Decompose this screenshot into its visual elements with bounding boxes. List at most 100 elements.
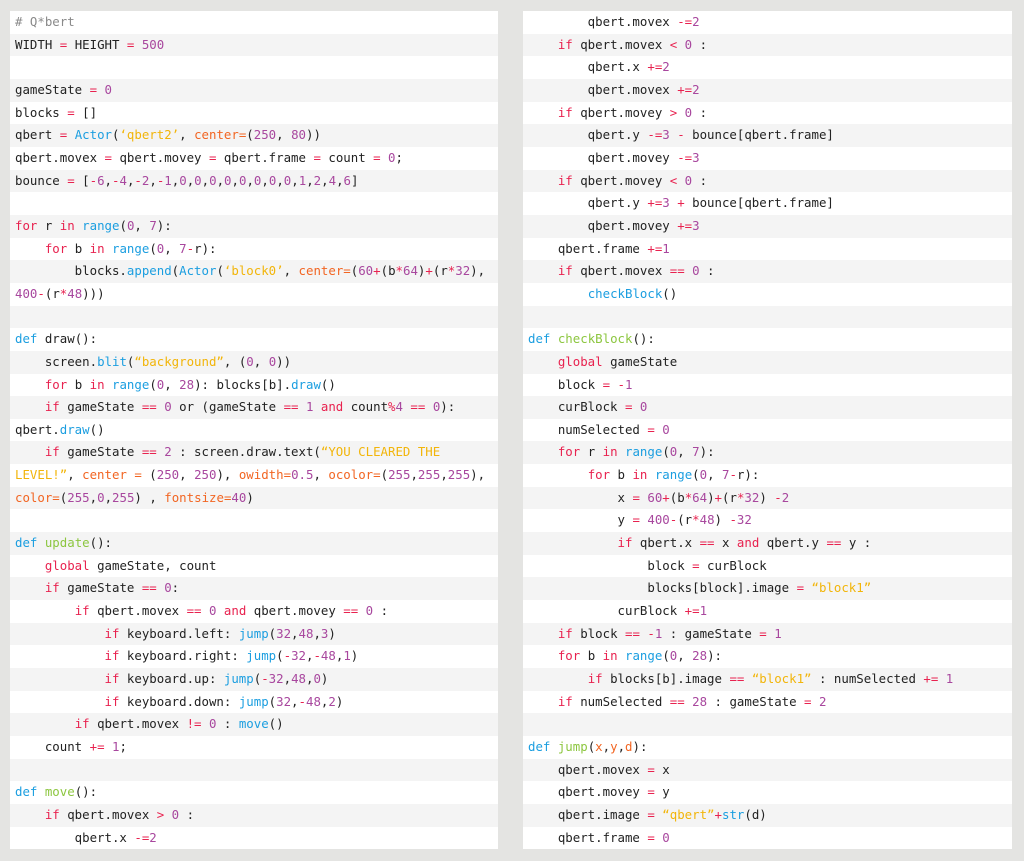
code-text [804, 580, 811, 595]
number-literal: 3 [320, 625, 329, 641]
operator: = [647, 829, 655, 845]
code-text: ( [112, 127, 120, 143]
code-text: (d) [744, 806, 767, 822]
operator: - [729, 467, 737, 483]
number-literal: 32 [268, 671, 284, 687]
number-literal: 400 [639, 512, 670, 528]
number-literal: 4 [328, 172, 337, 188]
keyword: if [557, 104, 573, 120]
number-literal: 3 [692, 149, 700, 165]
code-line: qbert.y +=3 + bounce[qbert.frame] [523, 192, 1012, 215]
code-line: x = 60+(b*64)+(r*32) -2 [523, 486, 1012, 510]
code-text: , [336, 172, 344, 188]
code-text: r): [194, 240, 217, 256]
code-text: : [699, 263, 715, 279]
code-line: for b in range(0, 28): [523, 645, 1012, 669]
code-line: if qbert.movey < 0 : [523, 169, 1012, 193]
code-text: or (gameState [171, 399, 284, 415]
code-line: if qbert.movex < 0 : [523, 33, 1012, 57]
code-text: keyboard.right: [119, 648, 247, 664]
number-literal: 7 [692, 444, 700, 460]
number-literal: 80 [291, 127, 306, 143]
code-line: if qbert.movex > 0 : [10, 803, 498, 827]
operator: - [261, 671, 269, 687]
code-text [528, 467, 588, 482]
function-name: jump [223, 671, 254, 687]
code-text [528, 105, 558, 120]
code-text: ( [268, 693, 277, 709]
code-text: ) [417, 263, 426, 279]
function-name: range [104, 376, 150, 392]
number-literal: 48 [291, 671, 306, 687]
number-literal: 0 [654, 829, 670, 845]
code-text: , [246, 172, 254, 188]
code-line: blocks.append(Actor(‘block0’, center=(60… [10, 260, 498, 283]
code-text: , [134, 217, 150, 233]
code-line: def move(): [10, 781, 498, 804]
operator: - [283, 648, 292, 664]
code-text: , [291, 625, 299, 641]
code-text [528, 444, 558, 459]
operator: > [669, 104, 678, 120]
code-text: , [216, 172, 225, 188]
code-line: gameState = 0 [10, 78, 498, 102]
operator: == [141, 444, 157, 460]
function-name: jump [246, 648, 277, 664]
number-literal: 4 [395, 399, 403, 415]
code-text [15, 807, 45, 822]
code-text: ( [149, 376, 157, 392]
code-text: , [261, 172, 269, 188]
code-text: x [654, 761, 670, 777]
operator: = [647, 806, 655, 822]
code-text: bounce[qbert.frame] [684, 127, 834, 143]
code-text: qbert.movey [528, 784, 648, 800]
code-text: ) [707, 489, 715, 505]
code-text: (): [89, 535, 112, 551]
code-text: (): [74, 784, 98, 800]
code-text [15, 648, 105, 663]
function-name: Actor [67, 127, 112, 143]
code-text: qbert [15, 127, 60, 143]
code-text [15, 580, 45, 595]
code-text: )) [306, 127, 321, 143]
code-line [10, 192, 498, 215]
operator: + [669, 195, 685, 211]
operator: += [684, 603, 700, 619]
code-line: qbert.frame = 0 [523, 826, 1012, 850]
code-text: keyboard.up: [119, 671, 224, 687]
code-text [15, 558, 45, 573]
code-line: # Q*bert [10, 11, 498, 34]
code-text: keyboard.left: [119, 625, 239, 641]
code-text: , [677, 444, 693, 460]
code-text: b [67, 376, 90, 392]
keyword: if [104, 648, 120, 664]
operator: = [804, 693, 812, 709]
code-line: if keyboard.right: jump(-32,-48,1) [10, 645, 498, 669]
code-text: )) [276, 353, 292, 369]
operator: = [59, 36, 68, 52]
code-text: , [126, 172, 135, 188]
number-literal: 255 [417, 467, 441, 483]
string-literal: “block1” [811, 580, 872, 596]
code-text: , [283, 671, 292, 687]
number-literal: 1 [298, 172, 307, 188]
code-text: , [171, 172, 180, 188]
code-text: : screen.draw.text( [171, 444, 321, 460]
keyword: for [44, 376, 68, 392]
code-text: , [320, 693, 329, 709]
argument: owidth= [238, 467, 292, 483]
keyword: if [587, 671, 603, 687]
code-text: (): [632, 331, 655, 347]
code-text: bounce [15, 172, 68, 188]
code-text: ) [759, 489, 767, 505]
string-literal: “YOU CLEARED THE [320, 444, 441, 460]
code-text [15, 603, 75, 618]
code-line: global gameState, count [10, 554, 498, 578]
operator: - [112, 172, 120, 188]
number-literal: 0 [380, 149, 396, 165]
keyword: if [44, 399, 60, 415]
number-literal: 255 [388, 467, 411, 483]
defined-name: jump [550, 739, 588, 754]
code-text: , [677, 648, 693, 664]
code-line: qbert.movex +=2 [523, 78, 1012, 102]
